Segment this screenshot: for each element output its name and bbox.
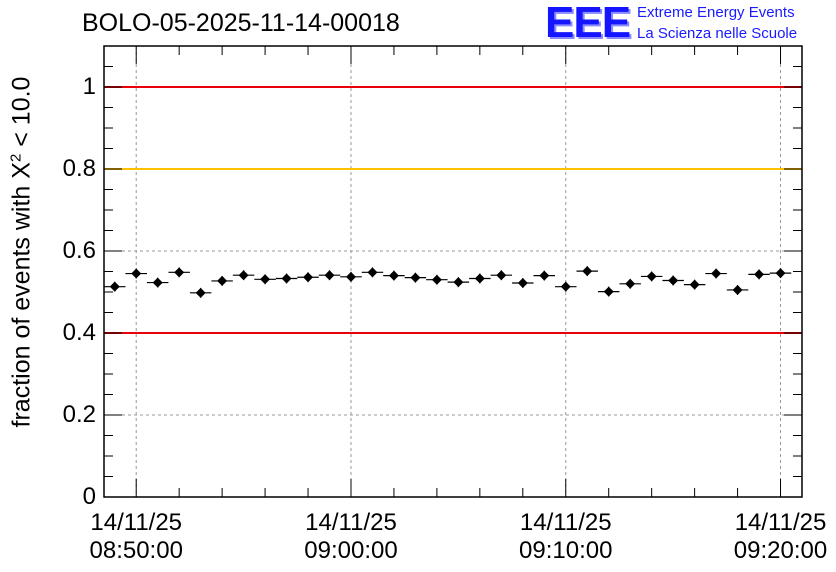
data-point-29 xyxy=(732,284,743,295)
chart-title: BOLO-05-2025-11-14-00018 xyxy=(82,9,400,37)
data-point-14 xyxy=(410,272,421,283)
data-point-23 xyxy=(603,286,614,297)
y-tick-label-3: 0.6 xyxy=(62,237,96,264)
y-tick-label-0: 0 xyxy=(82,483,96,510)
data-point-2 xyxy=(152,277,163,288)
x-tick-date-2: 14/11/25 xyxy=(519,509,612,536)
logo-line-2: La Scienza nelle Scuole xyxy=(637,25,798,42)
data-point-31 xyxy=(775,268,786,279)
y-tick-label-1: 0.2 xyxy=(62,401,96,428)
data-point-5 xyxy=(217,275,228,286)
x-tick-time-1: 09:00:00 xyxy=(304,537,398,564)
data-point-9 xyxy=(303,272,314,283)
data-point-18 xyxy=(496,270,507,281)
data-point-11 xyxy=(345,271,356,282)
x-tick-time-2: 09:10:00 xyxy=(519,537,613,564)
data-point-7 xyxy=(260,274,271,285)
logo-line-1: Extreme Energy Events xyxy=(637,4,795,21)
data-point-3 xyxy=(174,267,185,278)
data-point-10 xyxy=(324,270,335,281)
data-point-22 xyxy=(582,266,593,277)
y-tick-label-5: 1 xyxy=(82,73,96,100)
y-tick-label-2: 0.4 xyxy=(62,319,96,346)
x-tick-date-3: 14/11/25 xyxy=(734,509,827,536)
data-point-16 xyxy=(453,277,464,288)
eee-logo-mark: EEE xyxy=(545,0,631,47)
data-point-1 xyxy=(131,268,142,279)
data-point-25 xyxy=(646,271,657,282)
data-point-27 xyxy=(689,279,700,290)
data-point-24 xyxy=(625,278,636,289)
y-tick-label-4: 0.8 xyxy=(62,155,96,182)
data-point-13 xyxy=(388,270,399,281)
x-tick-label-0: 14/11/25 08:50:00 xyxy=(89,509,182,565)
x-tick-date-1: 14/11/25 xyxy=(305,509,397,536)
data-point-8 xyxy=(281,273,292,284)
data-point-12 xyxy=(367,267,378,278)
data-point-6 xyxy=(238,270,249,281)
x-tick-label-3: 14/11/25 09:20:00 xyxy=(734,509,827,565)
data-point-17 xyxy=(474,273,485,284)
x-tick-time-3: 09:20:00 xyxy=(733,537,828,564)
x-tick-time-0: 08:50:00 xyxy=(89,537,183,564)
x-tick-date-0: 14/11/25 xyxy=(90,509,183,536)
data-point-4 xyxy=(195,287,206,298)
plot-frame xyxy=(103,45,803,498)
data-point-0 xyxy=(109,281,120,292)
data-point-15 xyxy=(431,274,442,285)
eee-logo: EEE Extreme Energy Events La Scienza nel… xyxy=(545,0,830,47)
data-point-26 xyxy=(668,275,679,286)
data-point-30 xyxy=(754,269,765,280)
data-point-20 xyxy=(539,270,550,281)
x-tick-label-1: 14/11/25 09:00:00 xyxy=(304,509,397,565)
data-point-21 xyxy=(560,281,571,292)
x-tick-label-2: 14/11/25 09:10:00 xyxy=(519,509,612,565)
data-point-19 xyxy=(517,277,528,288)
data-point-28 xyxy=(711,268,722,279)
